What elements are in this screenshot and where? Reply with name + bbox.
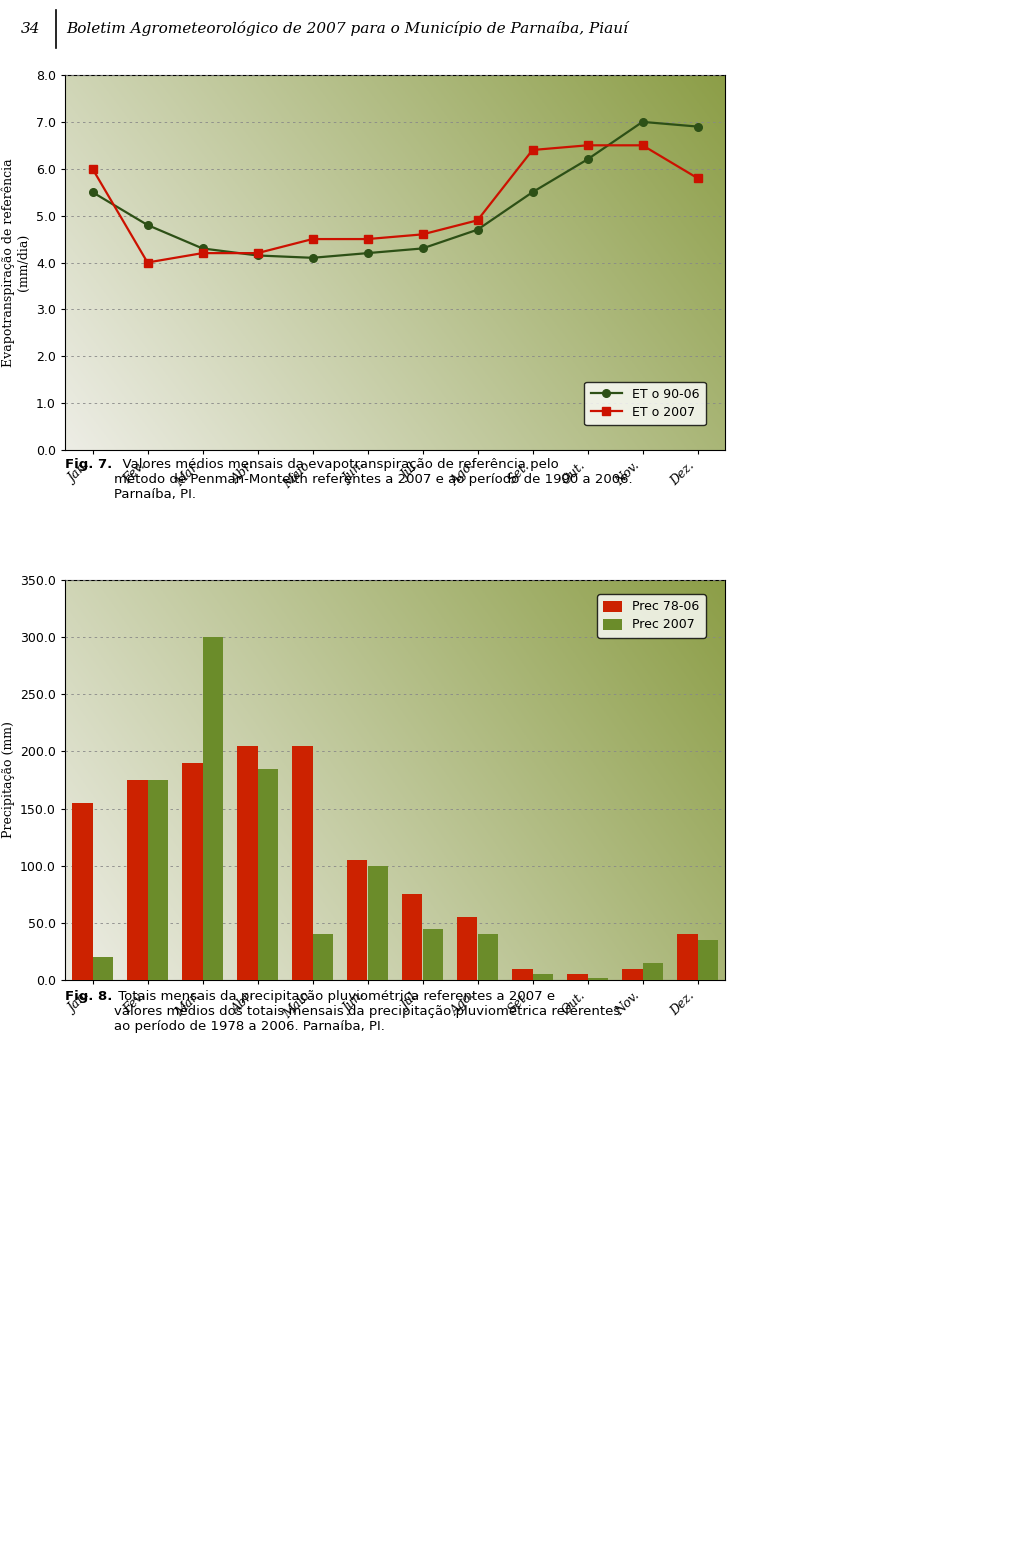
- ET o 2007: [86, 159, 98, 178]
- ET o 2007: [526, 141, 539, 159]
- Y-axis label: Evapotranspiração de referência
(mm/dia): Evapotranspiração de referência (mm/dia): [2, 157, 31, 367]
- ET o 90-06: [251, 245, 263, 264]
- Bar: [312, 934, 334, 980]
- Y-axis label: Precipitação (mm): Precipitação (mm): [2, 721, 14, 838]
- Text: Fig. 7.: Fig. 7.: [65, 459, 113, 471]
- ET o 90-06: [361, 244, 374, 262]
- ET o 2007: [361, 230, 374, 249]
- Bar: [677, 934, 697, 980]
- Bar: [566, 974, 588, 980]
- Bar: [237, 746, 257, 980]
- Text: 34: 34: [20, 22, 40, 36]
- Bar: [147, 780, 168, 980]
- Bar: [423, 928, 443, 980]
- Bar: [588, 977, 608, 980]
- ET o 90-06: [306, 249, 318, 267]
- ET o 90-06: [526, 182, 539, 201]
- ET o 90-06: [691, 117, 703, 136]
- Bar: [697, 940, 719, 980]
- ET o 90-06: [471, 221, 483, 239]
- ET o 2007: [582, 136, 594, 154]
- Bar: [532, 974, 553, 980]
- ET o 90-06: [636, 113, 648, 131]
- Bar: [622, 968, 642, 980]
- Text: Valores médios mensais da evapotranspiração de referência pelo
método de Penman-: Valores médios mensais da evapotranspira…: [115, 459, 633, 500]
- ET o 90-06: [197, 239, 209, 258]
- Bar: [457, 917, 477, 980]
- Bar: [368, 866, 388, 980]
- Bar: [346, 860, 368, 980]
- Text: Totais mensais da precipitação pluviométrica referentes a 2007 e
valores médios : Totais mensais da precipitação pluviomét…: [115, 990, 621, 1033]
- Line: ET o 2007: ET o 2007: [89, 142, 701, 266]
- Bar: [181, 763, 203, 980]
- Legend: ET o 90-06, ET o 2007: ET o 90-06, ET o 2007: [585, 381, 706, 425]
- ET o 2007: [197, 244, 209, 262]
- ET o 2007: [471, 212, 483, 230]
- ET o 2007: [141, 253, 154, 272]
- Text: Boletim Agrometeorológico de 2007 para o Município de Parnaíba, Piauí: Boletim Agrometeorológico de 2007 para o…: [67, 22, 629, 37]
- ET o 2007: [251, 244, 263, 262]
- ET o 2007: [417, 225, 429, 244]
- ET o 90-06: [582, 150, 594, 168]
- Bar: [292, 746, 312, 980]
- Bar: [203, 638, 223, 980]
- Bar: [72, 803, 92, 980]
- ET o 90-06: [417, 239, 429, 258]
- Bar: [477, 934, 499, 980]
- Line: ET o 90-06: ET o 90-06: [89, 117, 701, 261]
- Bar: [642, 963, 664, 980]
- Text: Fig. 8.: Fig. 8.: [65, 990, 113, 1004]
- Bar: [92, 957, 114, 980]
- Bar: [127, 780, 147, 980]
- ET o 90-06: [86, 182, 98, 201]
- ET o 2007: [306, 230, 318, 249]
- Legend: Prec 78-06, Prec 2007: Prec 78-06, Prec 2007: [597, 594, 706, 638]
- Bar: [401, 894, 423, 980]
- ET o 2007: [636, 136, 648, 154]
- ET o 2007: [691, 168, 703, 187]
- Bar: [512, 968, 532, 980]
- ET o 90-06: [141, 216, 154, 235]
- Bar: [257, 769, 279, 980]
